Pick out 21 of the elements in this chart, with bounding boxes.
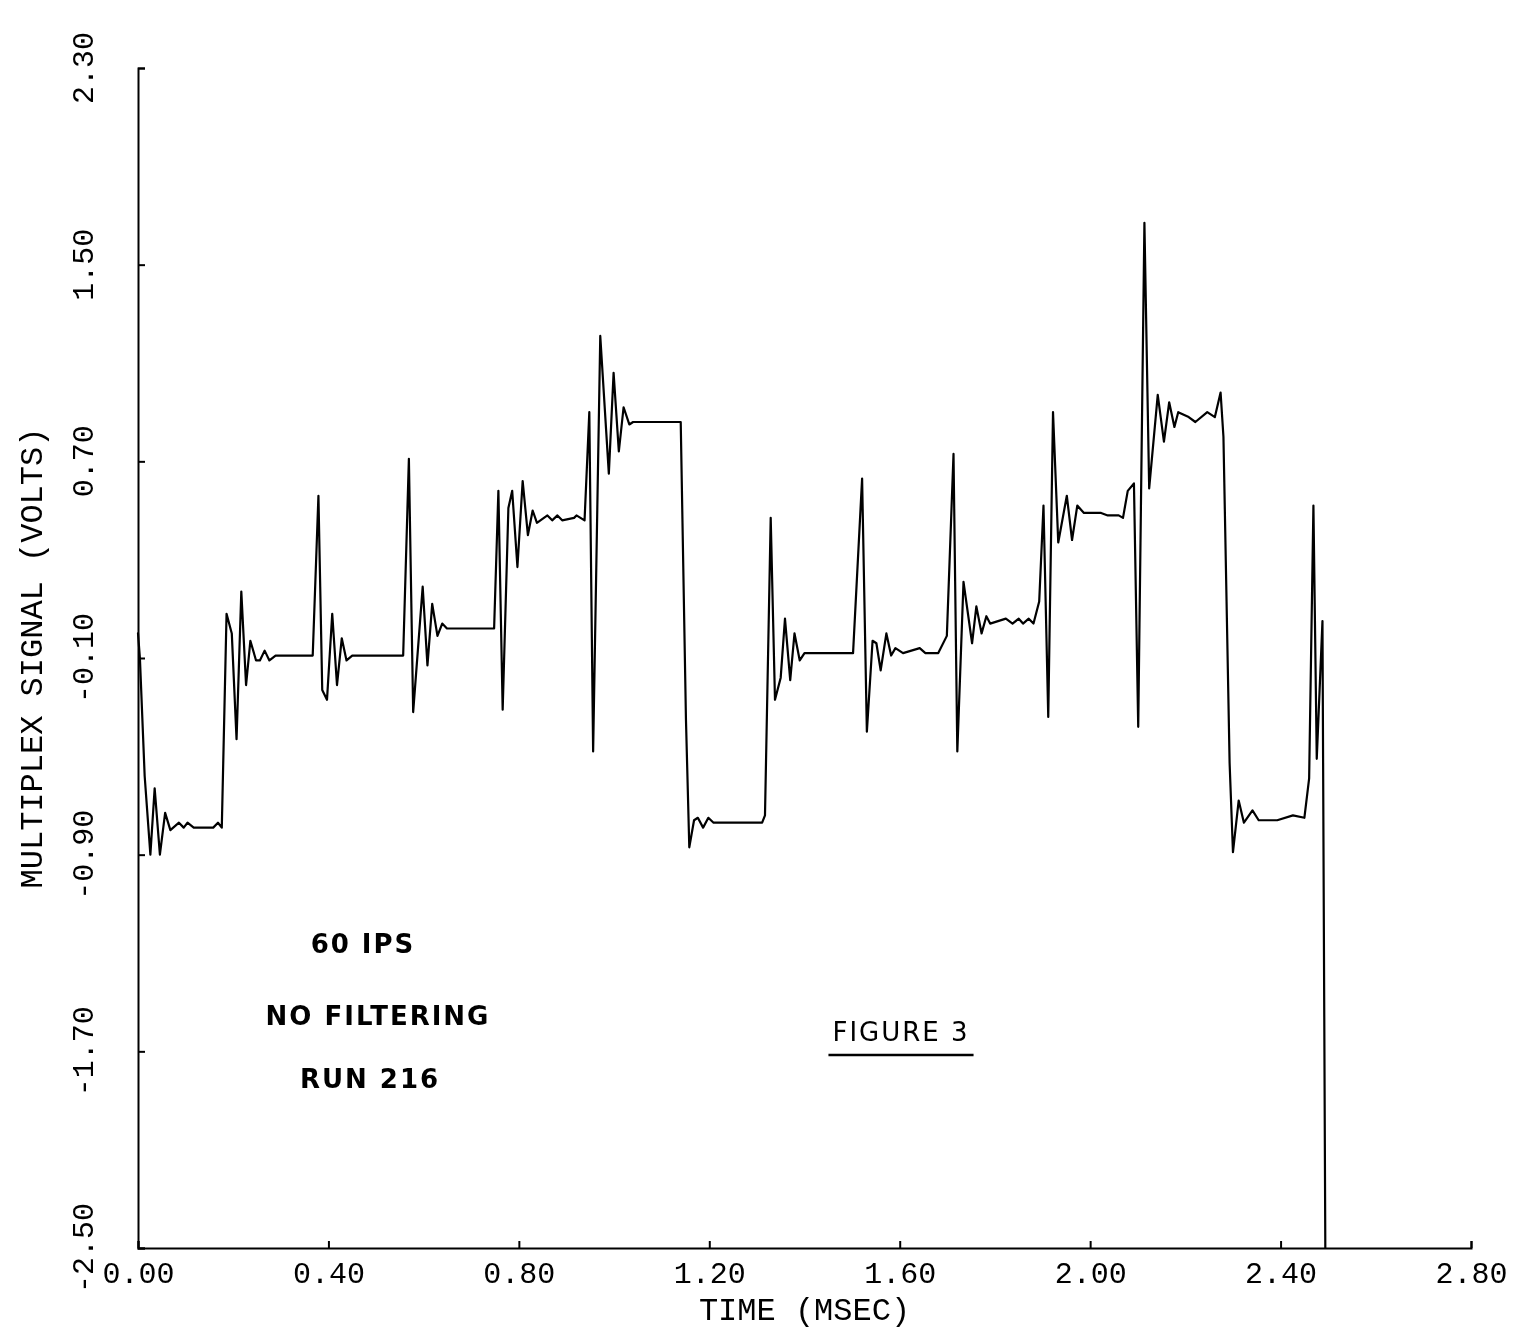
x-tick-label: 2.40 bbox=[1245, 1258, 1318, 1293]
x-tick-label: 2.80 bbox=[1435, 1258, 1508, 1293]
x-axis-title: TIME (MSEC) bbox=[698, 1293, 911, 1330]
y-tick-label: 0.70 bbox=[68, 425, 102, 498]
annotation: RUN 216 bbox=[299, 1064, 441, 1094]
y-axis-title: MULTIPLEX SIGNAL (VOLTS) bbox=[15, 427, 52, 889]
x-tick-label: 0.80 bbox=[483, 1258, 556, 1293]
annotation: FIGURE 3 bbox=[832, 1017, 970, 1047]
y-tick-label: -1.70 bbox=[68, 1006, 102, 1097]
x-tick-label: 0.40 bbox=[292, 1258, 365, 1293]
y-tick-label: -0.10 bbox=[68, 612, 102, 704]
y-tick-label: 2.30 bbox=[68, 31, 102, 105]
y-tick-label: -0.90 bbox=[68, 809, 102, 900]
annotation: 60 IPS bbox=[310, 929, 416, 959]
x-tick-label: 1.60 bbox=[864, 1258, 937, 1293]
x-tick-label: 2.00 bbox=[1054, 1258, 1127, 1293]
x-tick-label: 1.20 bbox=[673, 1258, 746, 1293]
x-tick-label: 0.00 bbox=[102, 1258, 175, 1293]
y-tick-label: 1.50 bbox=[68, 228, 102, 301]
y-tick-label: -2.50 bbox=[68, 1202, 102, 1294]
annotation: NO FILTERING bbox=[265, 1001, 491, 1031]
